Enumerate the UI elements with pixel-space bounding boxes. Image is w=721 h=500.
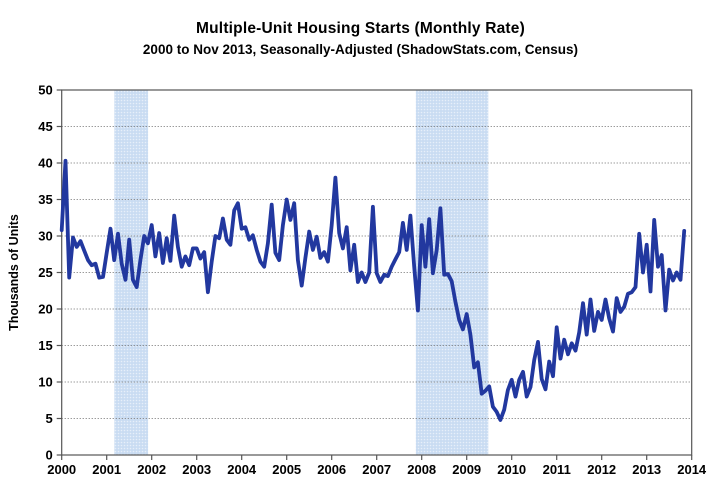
- chart-title: Multiple-Unit Housing Starts (Monthly Ra…: [196, 20, 525, 37]
- y-tick-label: 15: [38, 338, 52, 353]
- y-tick-label: 25: [38, 265, 52, 280]
- y-tick-label: 45: [38, 119, 52, 134]
- x-tick-label: 2008: [407, 462, 436, 477]
- data-line: [59, 158, 687, 422]
- x-tick-label: 2010: [497, 462, 526, 477]
- x-tick-label: 2011: [543, 462, 571, 477]
- y-tick-label: 40: [38, 156, 52, 171]
- y-tick-label: 20: [38, 302, 52, 317]
- y-axis-title: Thousands of Units: [7, 214, 21, 331]
- x-tick-label: 2012: [587, 462, 616, 477]
- x-tick-label: 2013: [632, 462, 661, 477]
- x-tick-label: 2002: [137, 462, 166, 477]
- y-tick-label: 5: [45, 411, 52, 426]
- x-tick-label: 2005: [272, 462, 301, 477]
- chart-subtitle: 2000 to Nov 2013, Seasonally-Adjusted (S…: [142, 42, 579, 57]
- x-tick-label: 2000: [47, 462, 76, 477]
- y-tick-label: 0: [45, 448, 52, 463]
- x-tick-label: 2006: [317, 462, 346, 477]
- y-tick-label: 30: [38, 229, 52, 244]
- y-tick-label: 50: [38, 83, 52, 98]
- x-tick-label: 2004: [227, 462, 257, 477]
- x-tick-label: 2014: [677, 462, 707, 477]
- x-tick-label: 2003: [182, 462, 211, 477]
- y-tick-label: 35: [38, 192, 52, 207]
- x-tick-label: 2007: [362, 462, 391, 477]
- y-axis-labels: 0 5 10 15 20 25 30 35 40 45 50: [38, 83, 62, 463]
- x-tick-label: 2009: [452, 462, 481, 477]
- x-tick-label: 2001: [92, 462, 121, 477]
- x-axis-labels: 2000 2001 2002 2003 2004 2005 2006 2007 2008 2009…: [47, 455, 707, 477]
- y-tick-label: 10: [38, 375, 52, 390]
